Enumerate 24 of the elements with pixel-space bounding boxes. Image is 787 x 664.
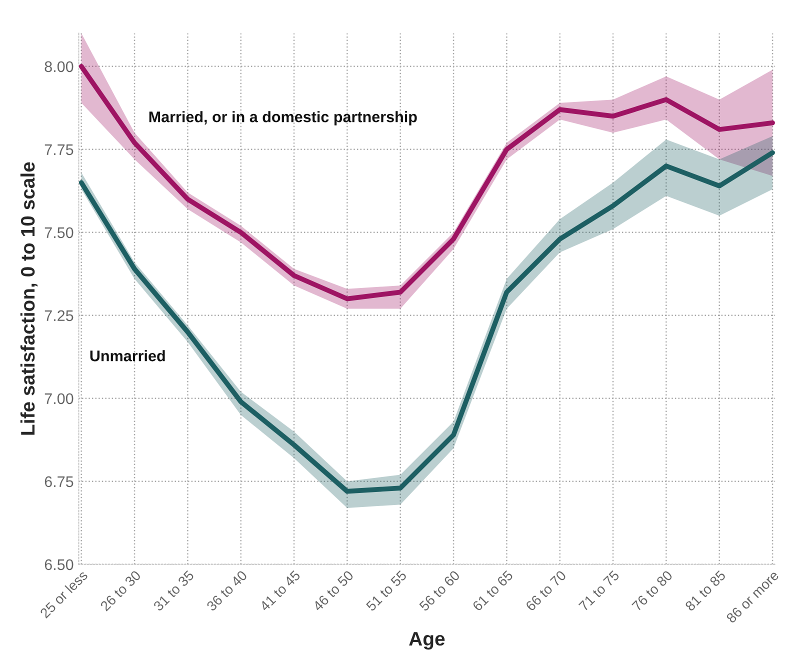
y-tick-label: 7.50 [44,227,74,238]
x-tick-label: 26 to 30 [100,570,142,612]
x-tick-label: 46 to 50 [312,570,354,612]
y-axis-title: Life satisfaction, 0 to 10 scale [20,162,38,435]
x-tick-label: 61 to 65 [472,570,514,612]
y-tick-label: 7.75 [44,144,74,156]
x-tick-label: 36 to 40 [206,570,248,612]
x-tick-label: 41 to 45 [259,570,301,612]
x-tick-label: 56 to 60 [418,570,460,612]
y-tick-label: 6.50 [44,559,74,570]
series-label: Unmarried [90,350,165,362]
y-tick-label: 8.00 [44,61,74,72]
x-tick-label: 76 to 80 [631,570,674,612]
x-tick-label: 71 to 75 [578,570,620,612]
x-tick-label: 66 to 70 [525,570,567,612]
x-tick-label: 81 to 85 [684,570,726,612]
y-tick-label: 7.00 [44,393,74,404]
series-label: Married, or in a domestic partnership [149,111,417,126]
y-tick-label: 6.75 [44,476,74,488]
y-tick-label: 7.25 [44,310,74,322]
x-tick-label: 25 or less [39,570,88,619]
x-axis-title: Age [409,632,445,650]
x-tick-label: 51 to 55 [366,570,408,612]
x-tick-label: 31 to 35 [152,570,194,612]
